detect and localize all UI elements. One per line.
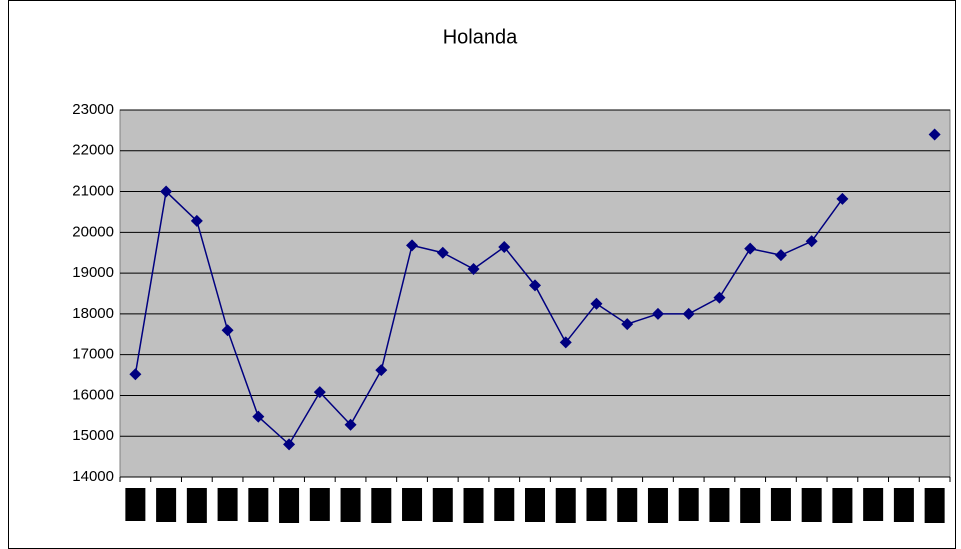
y-tick-label: 22000 — [72, 142, 114, 159]
y-tick-label: 17000 — [72, 346, 114, 363]
marker — [190, 214, 203, 227]
y-tick-label: 14000 — [72, 468, 114, 485]
marker — [221, 324, 234, 337]
marker — [467, 263, 480, 276]
marker — [559, 336, 572, 349]
marker — [774, 249, 787, 262]
redacted-label — [279, 488, 300, 523]
y-tick-label: 18000 — [72, 305, 114, 322]
marker — [621, 318, 634, 331]
redacted-label — [494, 488, 515, 521]
redacted-label — [156, 488, 177, 522]
marker — [590, 297, 603, 310]
y-tick-label: 21000 — [72, 183, 114, 200]
marker — [928, 128, 941, 141]
redacted-label — [924, 488, 945, 523]
y-tick-label: 23000 — [72, 101, 114, 118]
redacted-label — [248, 488, 269, 522]
marker — [375, 364, 388, 377]
redacted-label — [525, 488, 545, 522]
marker — [252, 410, 265, 423]
y-tick-label: 19000 — [72, 264, 114, 281]
marker — [805, 235, 818, 248]
redacted-label — [678, 488, 699, 521]
marker — [744, 242, 757, 255]
redacted-label — [740, 488, 761, 523]
redacted-label — [125, 488, 146, 521]
redacted-label — [893, 488, 914, 522]
y-tick-label: 20000 — [72, 223, 114, 240]
marker — [651, 307, 664, 320]
redacted-label — [402, 488, 423, 521]
marker — [129, 368, 142, 381]
redacted-label — [555, 488, 576, 523]
plot-area — [119, 109, 951, 478]
redacted-label — [863, 488, 884, 521]
chart-title: Holanda — [443, 26, 518, 48]
redacted-label — [463, 488, 484, 523]
redacted-label — [309, 488, 330, 521]
redacted-label — [801, 488, 822, 522]
redacted-label — [617, 488, 638, 522]
redacted-label — [647, 488, 668, 523]
marker — [836, 192, 849, 205]
redacted-label — [340, 488, 361, 522]
y-tick-label: 15000 — [72, 427, 114, 444]
marker — [436, 246, 449, 259]
y-tick-label: 16000 — [72, 386, 114, 403]
redacted-label — [586, 488, 607, 521]
marker — [682, 307, 695, 320]
marker — [344, 418, 357, 431]
marker — [498, 241, 511, 254]
marker — [406, 239, 419, 252]
redacted-label — [217, 488, 238, 521]
marker — [313, 386, 326, 399]
redacted-label — [832, 488, 853, 523]
redacted-label — [186, 488, 207, 523]
marker — [529, 279, 541, 292]
marker — [160, 185, 173, 198]
redacted-label — [709, 488, 730, 522]
marker — [283, 438, 296, 451]
marker — [713, 291, 726, 304]
redacted-label — [371, 488, 392, 523]
redacted-label — [770, 488, 791, 521]
redacted-label — [432, 488, 453, 522]
